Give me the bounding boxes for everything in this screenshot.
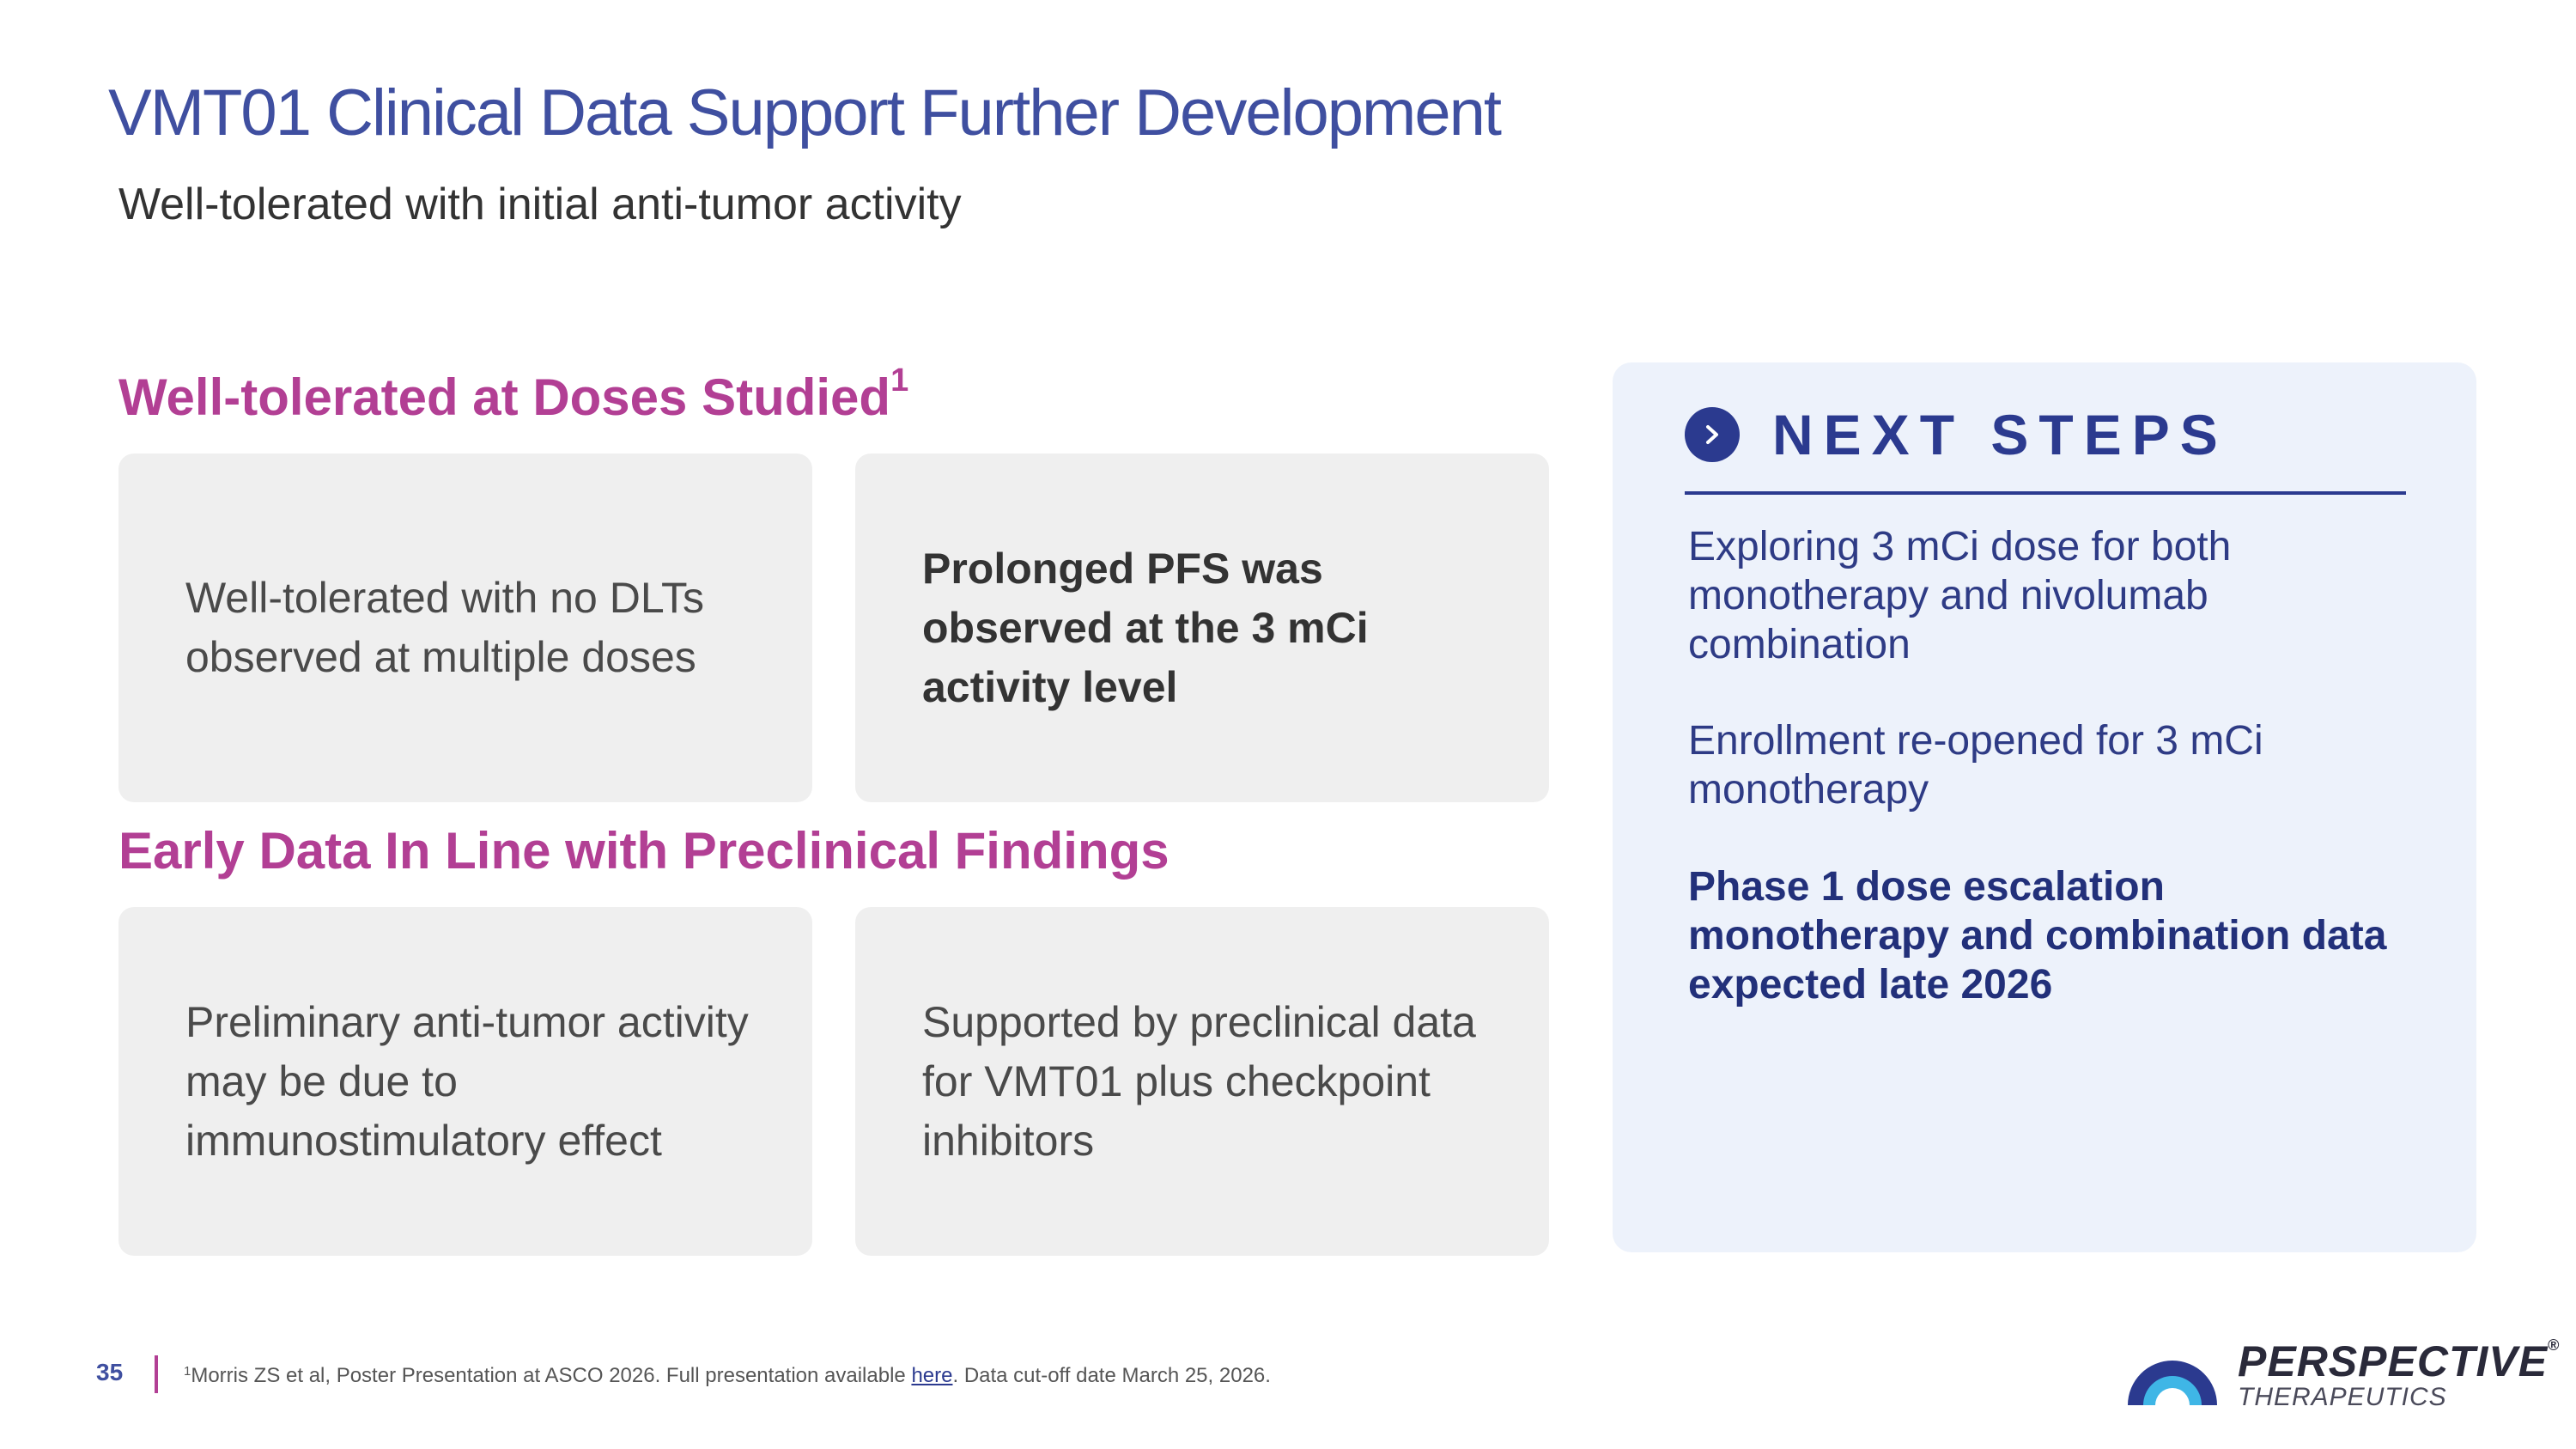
section-heading-tolerability: Well-tolerated at Doses Studied1 — [118, 362, 908, 427]
section-heading-text: Well-tolerated at Doses Studied — [118, 368, 891, 426]
section-heading-early-data: Early Data In Line with Preclinical Find… — [118, 821, 1170, 880]
footnote-text-end: . Data cut-off date March 25, 2026. — [952, 1364, 1271, 1387]
card-text: Well-tolerated with no DLTs observed at … — [185, 574, 704, 681]
page-title: VMT01 Clinical Data Support Further Deve… — [108, 76, 1502, 149]
card-preclinical: Supported by preclinical data for VMT01 … — [855, 907, 1549, 1256]
card-pfs: Prolonged PFS was observed at the 3 mCi … — [855, 454, 1549, 802]
next-steps-title: NEXT STEPS — [1772, 403, 2228, 466]
next-steps-panel: NEXT STEPS Exploring 3 mCi dose for both… — [1613, 362, 2476, 1252]
card-text: Preliminary anti-tumor activity may be d… — [185, 997, 749, 1165]
footnote-text: Morris ZS et al, Poster Presentation at … — [191, 1364, 912, 1387]
card-text: Prolonged PFS was observed at the 3 mCi … — [922, 544, 1369, 711]
next-step-item: Enrollment re-opened for 3 mCi monothera… — [1688, 718, 2263, 813]
presentation-link[interactable]: here — [911, 1364, 953, 1387]
logo-mark-icon — [2128, 1361, 2217, 1405]
next-steps-divider — [1685, 491, 2406, 495]
next-step-item: Phase 1 dose escalation monotherapy and … — [1688, 864, 2387, 1008]
page-number: 35 — [96, 1359, 124, 1385]
page-subtitle: Well-tolerated with initial anti-tumor a… — [118, 180, 962, 229]
registered-mark: ® — [2548, 1336, 2561, 1354]
footer-divider — [155, 1355, 158, 1393]
company-logo: PERSPECTIVE® THERAPEUTICS — [2121, 1326, 2559, 1421]
section-heading-text: Early Data In Line with Preclinical Find… — [118, 822, 1170, 880]
card-anti-tumor: Preliminary anti-tumor activity may be d… — [118, 907, 812, 1256]
footnote-sup: 1 — [184, 1364, 191, 1379]
footnote-marker: 1 — [890, 362, 909, 399]
logo-name: PERSPECTIVE® — [2238, 1336, 2560, 1386]
chevron-right-circle-icon — [1685, 407, 1740, 462]
logo-subtitle: THERAPEUTICS — [2238, 1383, 2447, 1411]
card-tolerability: Well-tolerated with no DLTs observed at … — [118, 454, 812, 802]
card-text: Supported by preclinical data for VMT01 … — [922, 997, 1476, 1165]
footnote: 1Morris ZS et al, Poster Presentation at… — [184, 1364, 1271, 1388]
logo-name-text: PERSPECTIVE — [2238, 1337, 2549, 1385]
next-step-item: Exploring 3 mCi dose for both monotherap… — [1688, 524, 2232, 667]
